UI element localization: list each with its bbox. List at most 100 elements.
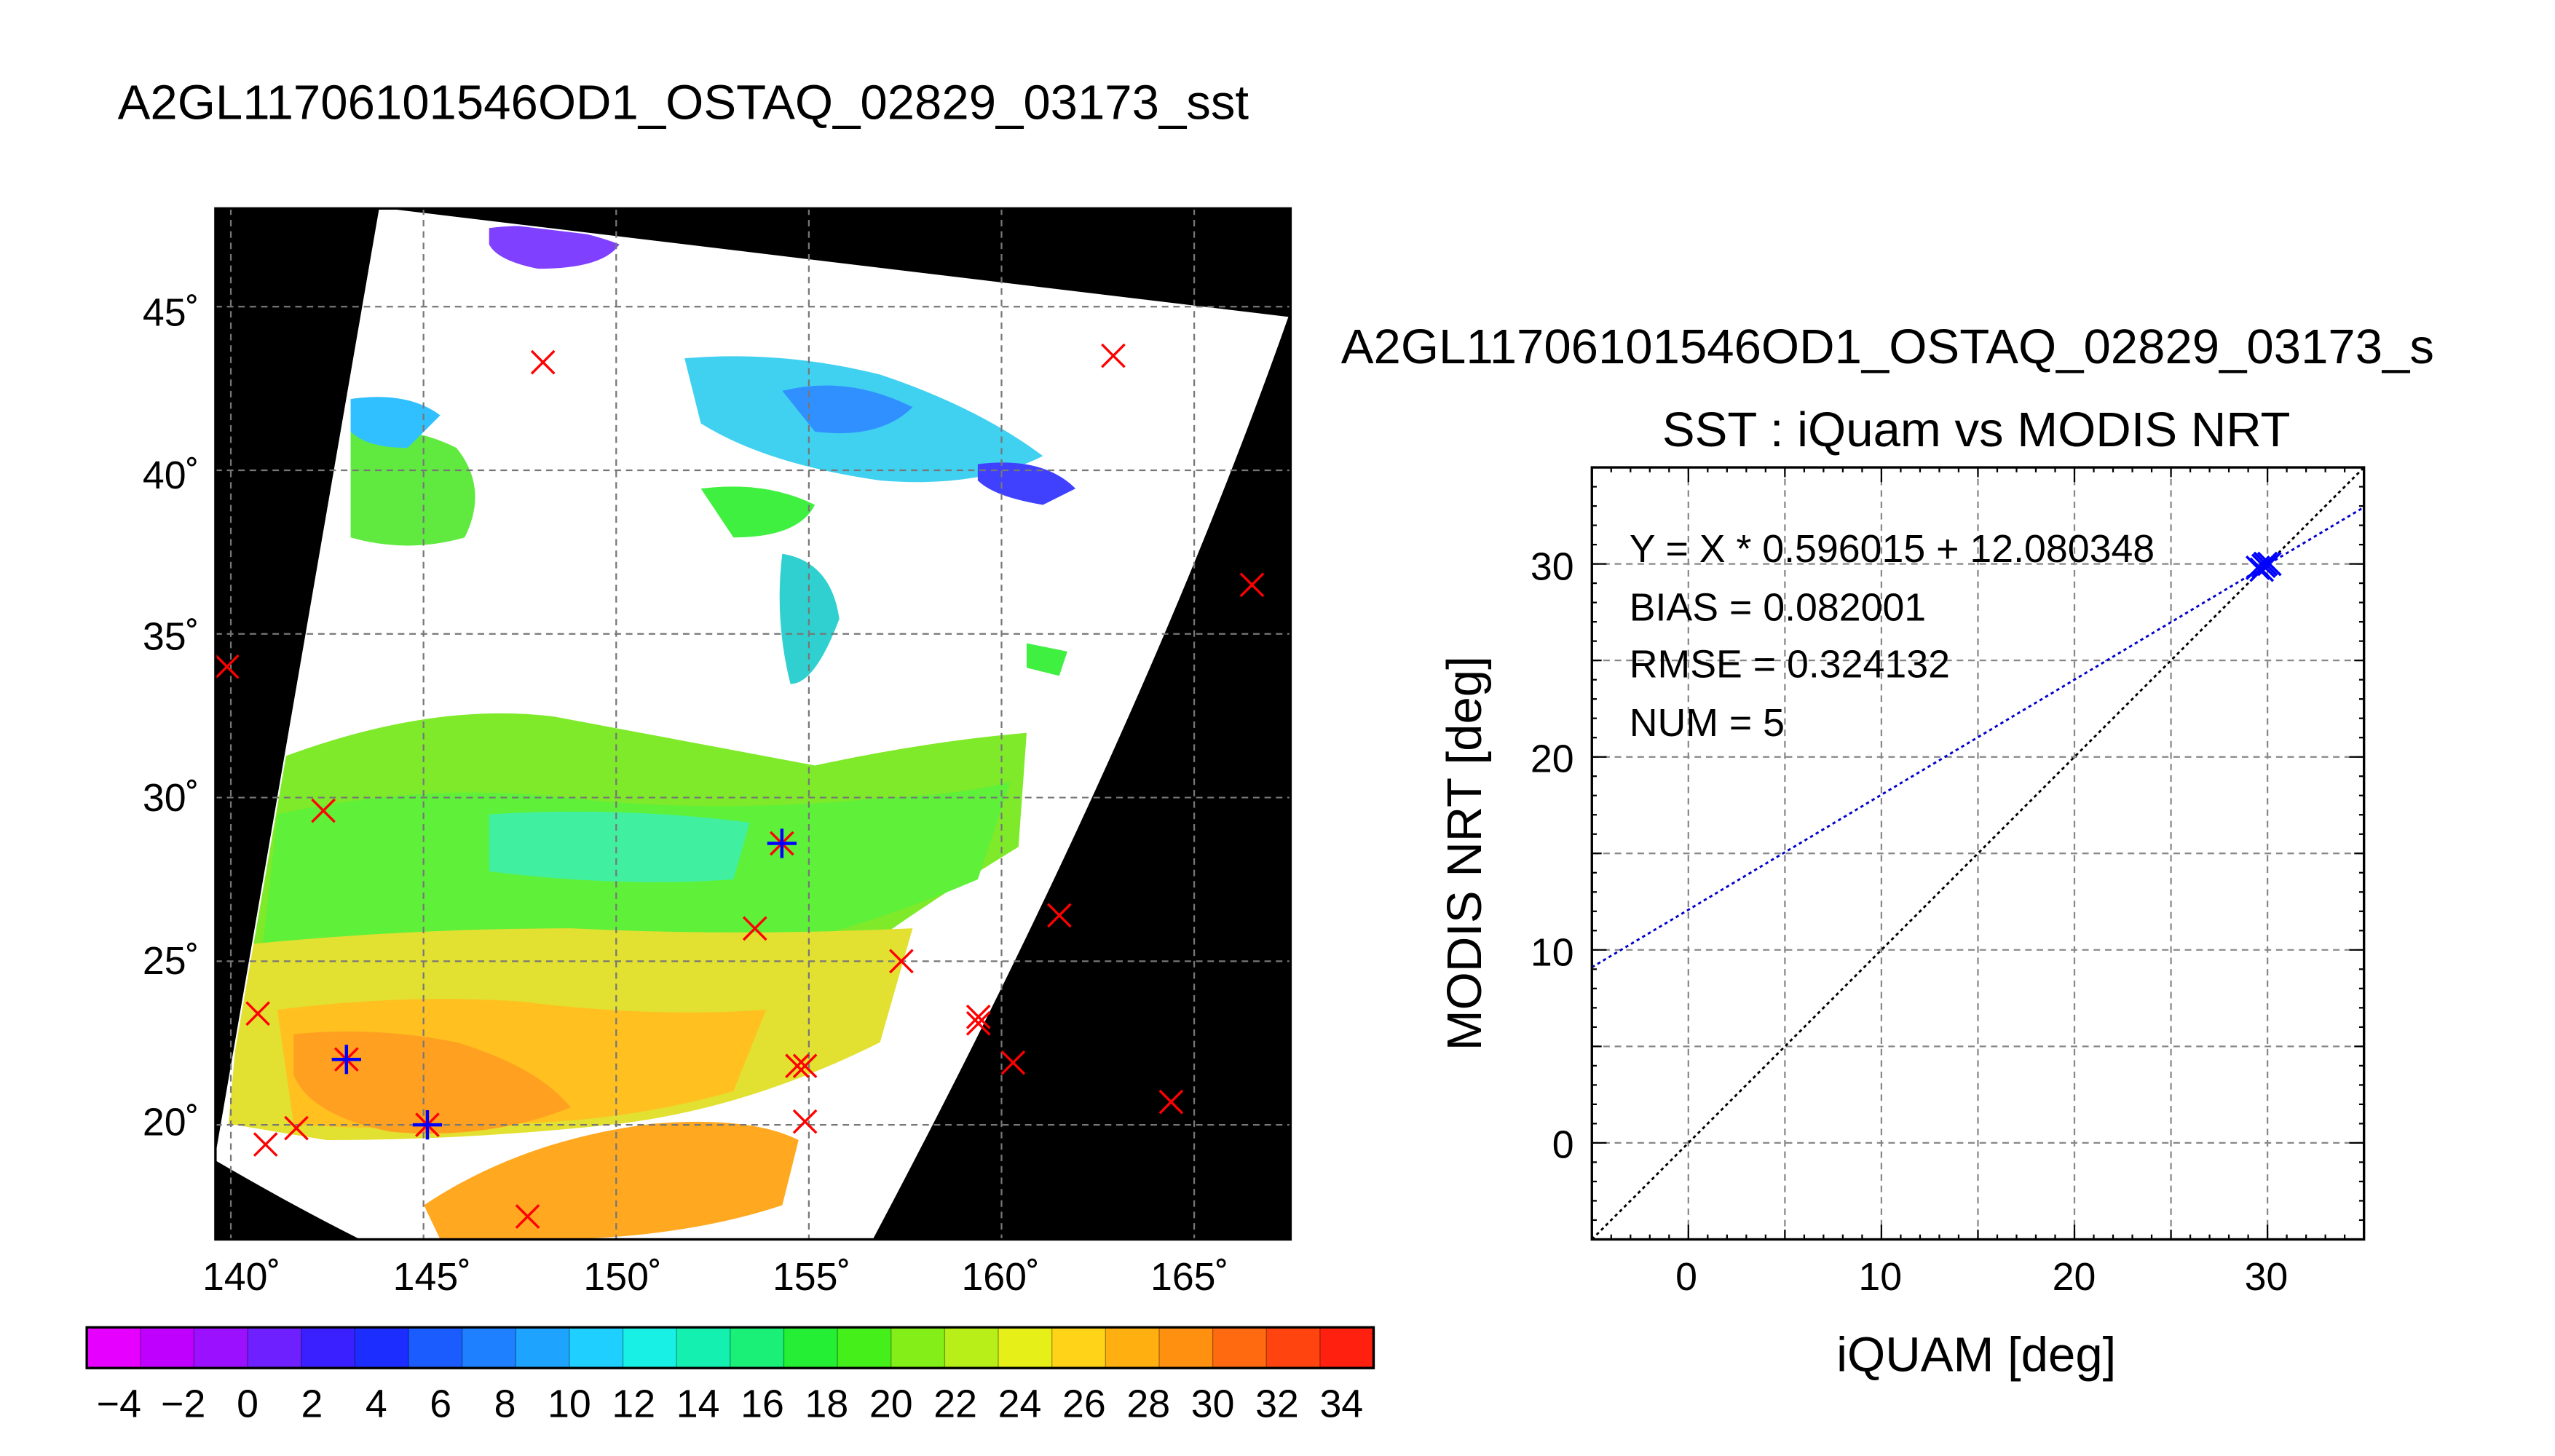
colorbar-segment — [676, 1327, 731, 1369]
colorbar-segment — [1105, 1327, 1161, 1369]
red-x-marker — [1000, 1050, 1026, 1075]
colorbar-segment — [408, 1327, 463, 1369]
lon-tick-label: 160˚ — [961, 1255, 1039, 1299]
lon-tick-label: 165˚ — [1150, 1255, 1228, 1299]
stat-fit-equation: Y = X * 0.596015 + 12.080348 — [1630, 527, 2155, 571]
marker-stroke — [530, 349, 556, 375]
colorbar-tick-label: 24 — [998, 1382, 1042, 1425]
colorbar-segment — [194, 1327, 249, 1369]
data-point — [2256, 551, 2282, 577]
marker-stroke — [1101, 343, 1126, 368]
colorbar-tick-label: 0 — [237, 1382, 258, 1425]
red-x-marker — [253, 1132, 278, 1157]
x-tick-label: 10 — [1858, 1255, 1902, 1299]
colorbar-segment — [1319, 1327, 1375, 1369]
colorbar-segment — [355, 1327, 410, 1369]
x-tick-label: 20 — [2053, 1255, 2096, 1299]
blue-plus-marker — [767, 828, 797, 858]
marker-stroke — [253, 1132, 278, 1157]
colorbar-segment — [623, 1327, 678, 1369]
marker-stroke — [792, 1109, 818, 1134]
red-x-marker — [245, 1001, 270, 1026]
colorbar-segment — [1051, 1327, 1107, 1369]
colorbar-tick-label: 22 — [933, 1382, 977, 1425]
red-x-marker — [1239, 572, 1265, 598]
lon-tick-label: 145˚ — [393, 1255, 471, 1299]
colorbar-tick-label: 12 — [612, 1382, 655, 1425]
y-axis-label: MODIS NRT [deg] — [1437, 656, 1492, 1051]
stat-rmse: RMSE = 0.324132 — [1630, 643, 1950, 687]
colorbar-segment — [569, 1327, 624, 1369]
marker-stroke — [742, 916, 767, 941]
colorbar-segment — [783, 1327, 839, 1369]
stat-num: NUM = 5 — [1630, 701, 1785, 745]
marker-stroke — [1158, 1089, 1184, 1115]
red-x-marker — [530, 349, 556, 375]
scatter-panel: A2GL11706101546OD1_OSTAQ_02829_03173_s S… — [1341, 320, 2434, 1382]
scatter-ticks — [1591, 466, 2365, 1241]
y-tick-label: 10 — [1531, 931, 1574, 975]
colorbar-tick-label: 26 — [1062, 1382, 1106, 1425]
red-x-marker — [1047, 903, 1072, 928]
colorbar-tick-label: 10 — [548, 1382, 591, 1425]
lon-tick-label: 140˚ — [202, 1255, 280, 1299]
point-stroke — [2253, 551, 2278, 577]
red-x-marker — [284, 1115, 309, 1141]
y-tick-label: 30 — [1531, 545, 1574, 588]
matchup-markers — [214, 343, 1265, 1229]
blue-plus-marker — [331, 1045, 361, 1075]
colorbar-tick-label: −2 — [161, 1382, 205, 1425]
scatter-grid — [1592, 467, 2364, 1240]
marker-stroke — [311, 798, 336, 823]
colorbar-tick-label: 34 — [1319, 1382, 1363, 1425]
map-grid — [215, 208, 1291, 1240]
red-x-marker — [785, 1053, 810, 1079]
colorbar-frame — [85, 1326, 1375, 1369]
x-axis-label: iQUAM [deg] — [1836, 1328, 2116, 1382]
red-x-marker — [1101, 343, 1126, 368]
colorbar-tick-label: 20 — [869, 1382, 913, 1425]
colorbar-segment — [516, 1327, 571, 1369]
colorbar-segment — [944, 1327, 1000, 1369]
x-tick-label: 30 — [2245, 1255, 2289, 1299]
colorbar-tick-label: 8 — [494, 1382, 516, 1425]
colorbar-segment — [891, 1327, 946, 1369]
map-panel: 140˚ 145˚ 150˚ 155˚ 160˚ 165˚ 45˚ 40˚ 35… — [143, 207, 1292, 1299]
colorbar-segment — [1158, 1327, 1214, 1369]
colorbar-segment — [998, 1327, 1053, 1369]
lat-tick-label: 30˚ — [143, 776, 200, 820]
colorbar-segments — [87, 1327, 1375, 1369]
blue-plus-marker — [412, 1109, 443, 1140]
colorbar-tick-label: −4 — [97, 1382, 141, 1425]
red-x-marker — [311, 798, 336, 823]
marker-stroke — [889, 949, 914, 974]
data-point — [2253, 551, 2278, 577]
stat-bias: BIAS = 0.082001 — [1630, 585, 1926, 629]
marker-stroke — [965, 1004, 991, 1029]
colorbar-segment — [140, 1327, 195, 1369]
lat-tick-label: 20˚ — [143, 1100, 200, 1144]
lon-tick-label: 155˚ — [773, 1255, 850, 1299]
red-x-marker — [965, 1010, 991, 1036]
lon-tick-labels: 140˚ 145˚ 150˚ 155˚ 160˚ 165˚ — [202, 1255, 1228, 1299]
marker-stroke — [245, 1001, 270, 1026]
red-x-marker — [792, 1053, 818, 1079]
colorbar-segment — [301, 1327, 356, 1369]
colorbar-tick-label: 18 — [805, 1382, 849, 1425]
marker-stroke — [284, 1115, 309, 1141]
lat-tick-label: 35˚ — [143, 615, 200, 659]
colorbar-tick-label: 6 — [430, 1382, 451, 1425]
lat-tick-labels: 45˚ 40˚ 35˚ 30˚ 25˚ 20˚ — [143, 290, 200, 1144]
colorbar-tick-labels: −4 −2 0 2 4 6 8 10 12 14 16 18 20 22 24 26 28 30 32 34 — [97, 1382, 1363, 1425]
lat-tick-label: 25˚ — [143, 939, 200, 983]
colorbar-segment — [730, 1327, 785, 1369]
y-tick-label: 20 — [1531, 737, 1574, 780]
marker-stroke — [1239, 572, 1265, 598]
colorbar-tick-label: 28 — [1126, 1382, 1170, 1425]
red-x-marker — [1158, 1089, 1184, 1115]
marker-stroke — [1000, 1050, 1026, 1075]
colorbar-segment — [87, 1327, 141, 1369]
colorbar-segment — [1212, 1327, 1268, 1369]
red-x-marker — [792, 1109, 818, 1134]
